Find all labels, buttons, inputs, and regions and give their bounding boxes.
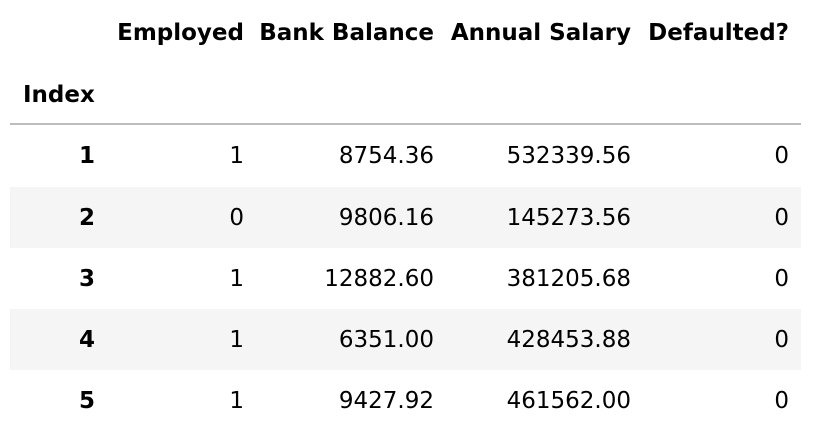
table-row: 5 1 9427.92 461562.00 0 xyxy=(10,370,801,431)
cell-annual-salary: 381205.68 xyxy=(506,265,631,292)
column-header-defaulted: Defaulted? xyxy=(648,20,789,46)
corner-cell xyxy=(10,0,108,66)
table-row: 2 0 9806.16 145273.56 0 xyxy=(10,187,801,248)
cell-employed: 0 xyxy=(229,204,244,231)
index-name-spacer xyxy=(108,66,256,124)
column-header-employed: Employed xyxy=(117,20,244,46)
index-name-spacer xyxy=(643,66,801,124)
index-name-spacer xyxy=(446,66,643,124)
cell-bank-balance: 9427.92 xyxy=(338,387,434,414)
index-name-header: Index xyxy=(23,81,95,108)
row-index: 1 xyxy=(78,143,95,169)
table-row: 1 1 8754.36 532339.56 0 xyxy=(10,124,801,187)
column-header-bank-balance: Bank Balance xyxy=(259,20,434,46)
cell-employed: 1 xyxy=(229,265,244,292)
cell-bank-balance: 12882.60 xyxy=(324,265,434,292)
cell-annual-salary: 145273.56 xyxy=(506,204,631,231)
cell-bank-balance: 8754.36 xyxy=(338,143,434,169)
table-row: 4 1 6351.00 428453.88 0 xyxy=(10,309,801,370)
cell-annual-salary: 532339.56 xyxy=(506,143,631,169)
cell-employed: 1 xyxy=(229,143,244,169)
cell-annual-salary: 428453.88 xyxy=(506,326,631,353)
column-header-row: Employed Bank Balance Annual Salary Defa… xyxy=(10,0,801,66)
row-index: 5 xyxy=(78,387,95,414)
table-header: Employed Bank Balance Annual Salary Defa… xyxy=(10,0,801,124)
row-index: 4 xyxy=(78,326,95,353)
column-header-annual-salary: Annual Salary xyxy=(450,20,631,46)
row-index: 3 xyxy=(78,265,95,292)
cell-defaulted: 0 xyxy=(774,143,789,169)
cell-defaulted: 0 xyxy=(774,326,789,353)
cell-annual-salary: 461562.00 xyxy=(506,387,631,414)
data-table: Employed Bank Balance Annual Salary Defa… xyxy=(10,0,801,431)
cell-employed: 1 xyxy=(229,387,244,414)
table-body: 1 1 8754.36 532339.56 0 2 0 9806.16 1452… xyxy=(10,124,801,431)
cell-defaulted: 0 xyxy=(774,265,789,292)
row-index: 2 xyxy=(78,204,95,231)
cell-bank-balance: 6351.00 xyxy=(338,326,434,353)
table-row: 3 1 12882.60 381205.68 0 xyxy=(10,248,801,309)
index-name-row: Index xyxy=(10,66,801,124)
cell-employed: 1 xyxy=(229,326,244,353)
cell-bank-balance: 9806.16 xyxy=(338,204,434,231)
cell-defaulted: 0 xyxy=(774,204,789,231)
index-name-spacer xyxy=(256,66,446,124)
cell-defaulted: 0 xyxy=(774,387,789,414)
